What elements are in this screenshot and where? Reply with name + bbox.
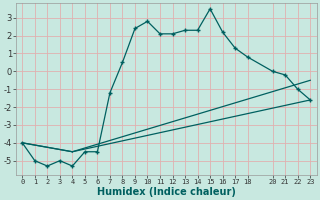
X-axis label: Humidex (Indice chaleur): Humidex (Indice chaleur) bbox=[97, 187, 236, 197]
